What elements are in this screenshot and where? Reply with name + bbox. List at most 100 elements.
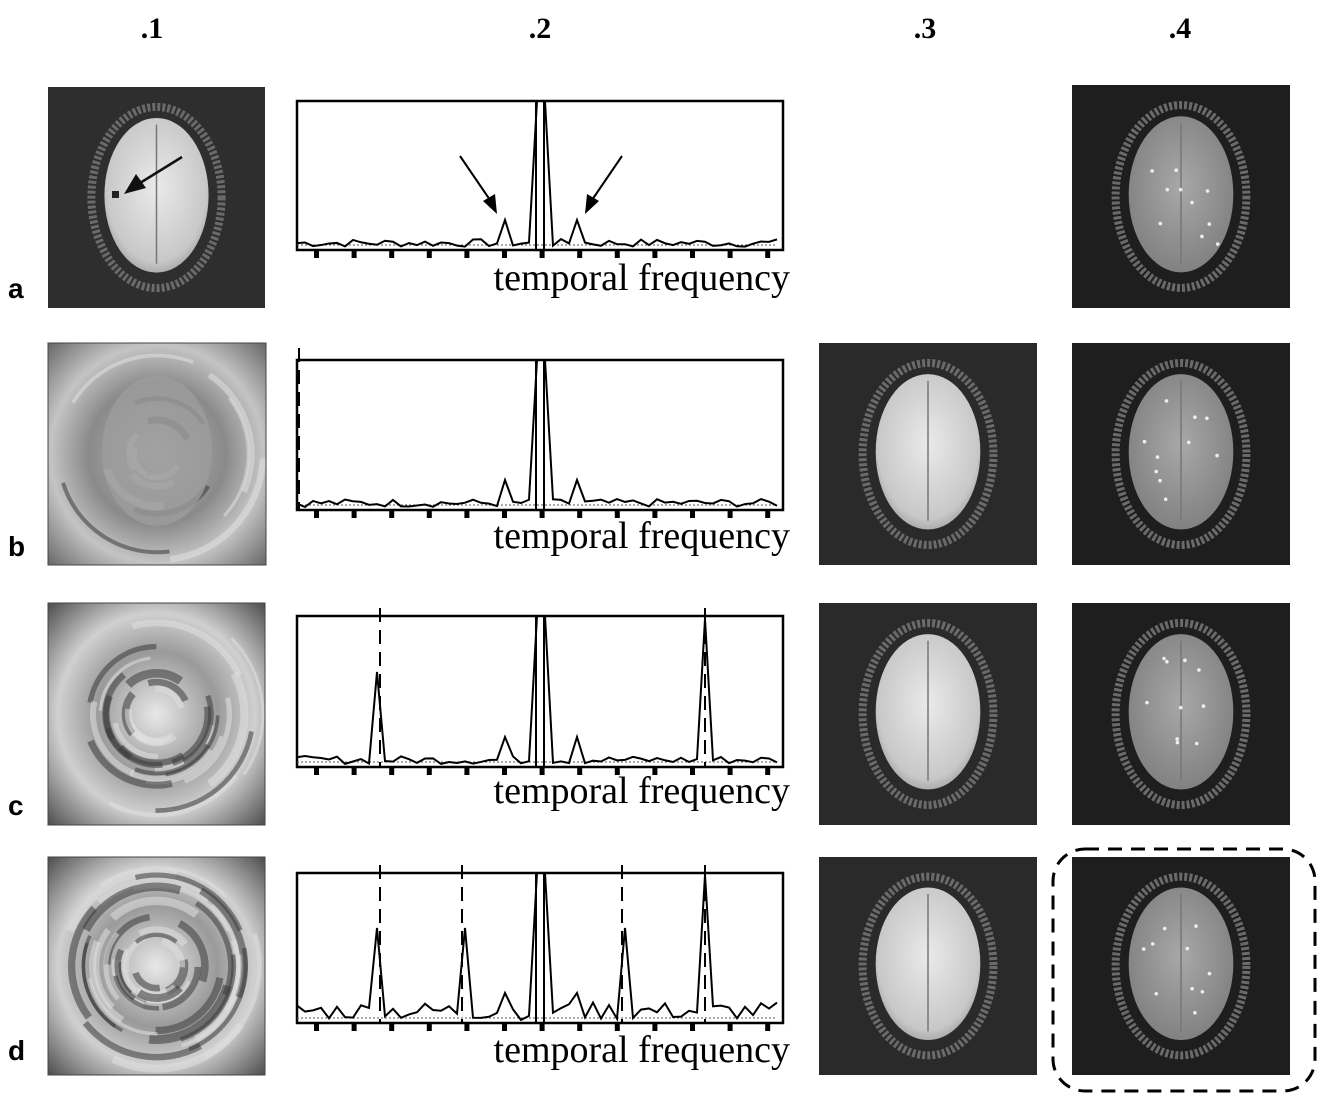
speck [1193,415,1197,420]
artifact-streak [98,656,151,711]
artifact-streak [99,866,228,899]
speck [1175,737,1179,741]
speck [1215,453,1219,458]
tick [351,250,357,258]
skull-ring [858,358,998,550]
arrow-head [124,174,146,194]
artifact-streak [87,739,173,789]
tick [389,510,395,518]
artifact-streak [154,685,185,710]
speck [1205,189,1210,193]
artifact-streak [113,975,160,1011]
speck [1201,704,1206,708]
artifact-streak [129,747,213,782]
voxel-marker [112,191,119,198]
artifact-streak [165,715,220,777]
tick [464,1023,470,1031]
speck [1194,741,1199,746]
arrow-head [585,194,599,214]
artifact-streak [112,722,159,759]
tick [765,767,771,775]
tick [765,510,771,518]
artifact-streak [147,678,189,703]
speck [1164,399,1169,403]
artifact-streak [155,731,254,813]
row-label: c [8,790,24,821]
tick [614,767,620,775]
artifact-streak [96,877,212,906]
artifact-streak [87,643,157,704]
speck [1162,656,1166,661]
speck [1197,668,1201,672]
image-frame [47,602,266,826]
artifact-streak [108,774,239,818]
artifact-streak [171,706,212,766]
speck [1158,478,1162,483]
skull-ring [858,618,998,810]
tick [652,1023,658,1031]
artifact-streak [199,887,248,999]
artifact-streak [138,926,189,947]
column-header: .4 [1169,12,1192,45]
image-frame [47,856,266,1076]
artifact-streak [181,954,242,1048]
speck [1165,659,1169,664]
speck [1178,187,1183,192]
artifact-streak [179,954,237,1042]
tick [690,250,695,258]
skull-ring [1111,872,1251,1060]
artifact-streak [82,882,182,932]
artifact-streak [61,482,170,555]
tick [577,510,583,518]
artifact-streak [109,896,200,922]
tick [464,510,470,518]
artifact-streak [120,948,137,994]
speck [1193,1011,1197,1015]
speck [1145,700,1149,705]
tick [426,510,432,518]
speck [1186,440,1191,445]
artifact-streak [131,619,242,677]
tick [727,767,733,775]
artifact-streak [194,900,234,996]
axis-label: temporal frequency [494,770,790,812]
artifact-streak [161,938,186,968]
speck [1205,416,1209,421]
tick [502,510,507,518]
row-label: d [8,1035,25,1066]
artifact-streak [111,1022,245,1073]
tick [614,510,620,518]
tick [426,767,432,775]
tick [389,767,395,775]
speck [1185,946,1190,951]
artifact-streak [206,671,249,788]
speck [1200,989,1205,994]
axis-label: temporal frequency [494,257,790,299]
image-background [48,603,265,825]
speck [1183,658,1187,663]
image-frame [47,342,267,566]
speck [1178,705,1183,710]
tick [765,1023,771,1031]
artifact-streak [161,966,202,1011]
artifact-streak [134,872,243,932]
artifact-streak [93,927,115,1010]
axis-label: temporal frequency [494,515,790,557]
tick [389,1023,395,1031]
arrow-shaft [139,155,183,185]
tick [727,510,733,518]
artifact-streak [114,948,137,1001]
tick [351,1023,357,1031]
arrow-head [483,194,497,214]
artifact-streak [81,942,124,1033]
artifact-streak [125,708,149,744]
tick [426,1023,432,1031]
speck [1207,222,1212,226]
tick [577,767,583,775]
speck [1174,168,1179,172]
column-header: .3 [914,12,937,45]
speck [1142,439,1147,444]
tick [351,767,357,775]
tick [727,250,733,258]
